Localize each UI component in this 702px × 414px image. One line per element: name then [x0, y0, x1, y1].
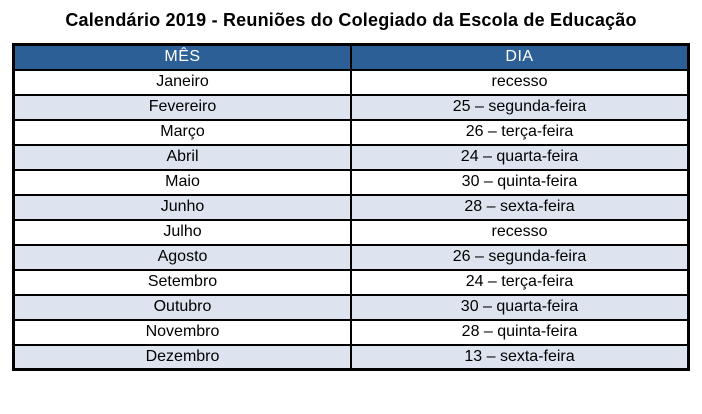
cell-dia: 24 – terça-feira [350, 268, 690, 296]
table-row: Agosto 26 – segunda-feira [12, 243, 690, 271]
table-row: Janeiro recesso [12, 68, 690, 96]
page-title: Calendário 2019 - Reuniões do Colegiado … [65, 10, 637, 30]
cell-dia: 30 – quarta-feira [350, 293, 690, 321]
cell-mes: Junho [12, 193, 352, 221]
cell-mes: Agosto [12, 243, 352, 271]
cell-mes: Dezembro [12, 343, 352, 371]
cell-dia: 24 – quarta-feira [350, 143, 690, 171]
cell-dia: 30 – quinta-feira [350, 168, 690, 196]
cell-dia: 26 – terça-feira [350, 118, 690, 146]
table-row: Novembro 28 – quinta-feira [12, 318, 690, 346]
table-body: Janeiro recesso Fevereiro 25 – segunda-f… [12, 68, 690, 371]
table-row: Dezembro 13 – sexta-feira [12, 343, 690, 371]
table-row: Setembro 24 – terça-feira [12, 268, 690, 296]
cell-mes: Setembro [12, 268, 352, 296]
table-row: Outubro 30 – quarta-feira [12, 293, 690, 321]
column-header-mes: MÊS [12, 43, 352, 71]
table-row: Abril 24 – quarta-feira [12, 143, 690, 171]
cell-dia: recesso [350, 218, 690, 246]
cell-mes: Julho [12, 218, 352, 246]
cell-mes: Outubro [12, 293, 352, 321]
cell-dia: recesso [350, 68, 690, 96]
cell-mes: Abril [12, 143, 352, 171]
calendar-table: MÊS DIA Janeiro recesso Fevereiro 25 – s… [12, 43, 690, 371]
table-row: Fevereiro 25 – segunda-feira [12, 93, 690, 121]
cell-mes: Março [12, 118, 352, 146]
cell-dia: 26 – segunda-feira [350, 243, 690, 271]
cell-dia: 25 – segunda-feira [350, 93, 690, 121]
table-row: Maio 30 – quinta-feira [12, 168, 690, 196]
header-row: MÊS DIA [12, 43, 690, 71]
table-row: Março 26 – terça-feira [12, 118, 690, 146]
table-header: MÊS DIA [12, 43, 690, 71]
table-row: Junho 28 – sexta-feira [12, 193, 690, 221]
cell-dia: 28 – quinta-feira [350, 318, 690, 346]
cell-mes: Janeiro [12, 68, 352, 96]
cell-mes: Novembro [12, 318, 352, 346]
cell-dia: 13 – sexta-feira [350, 343, 690, 371]
cell-dia: 28 – sexta-feira [350, 193, 690, 221]
table-row: Julho recesso [12, 218, 690, 246]
cell-mes: Maio [12, 168, 352, 196]
cell-mes: Fevereiro [12, 93, 352, 121]
column-header-dia: DIA [350, 43, 690, 71]
